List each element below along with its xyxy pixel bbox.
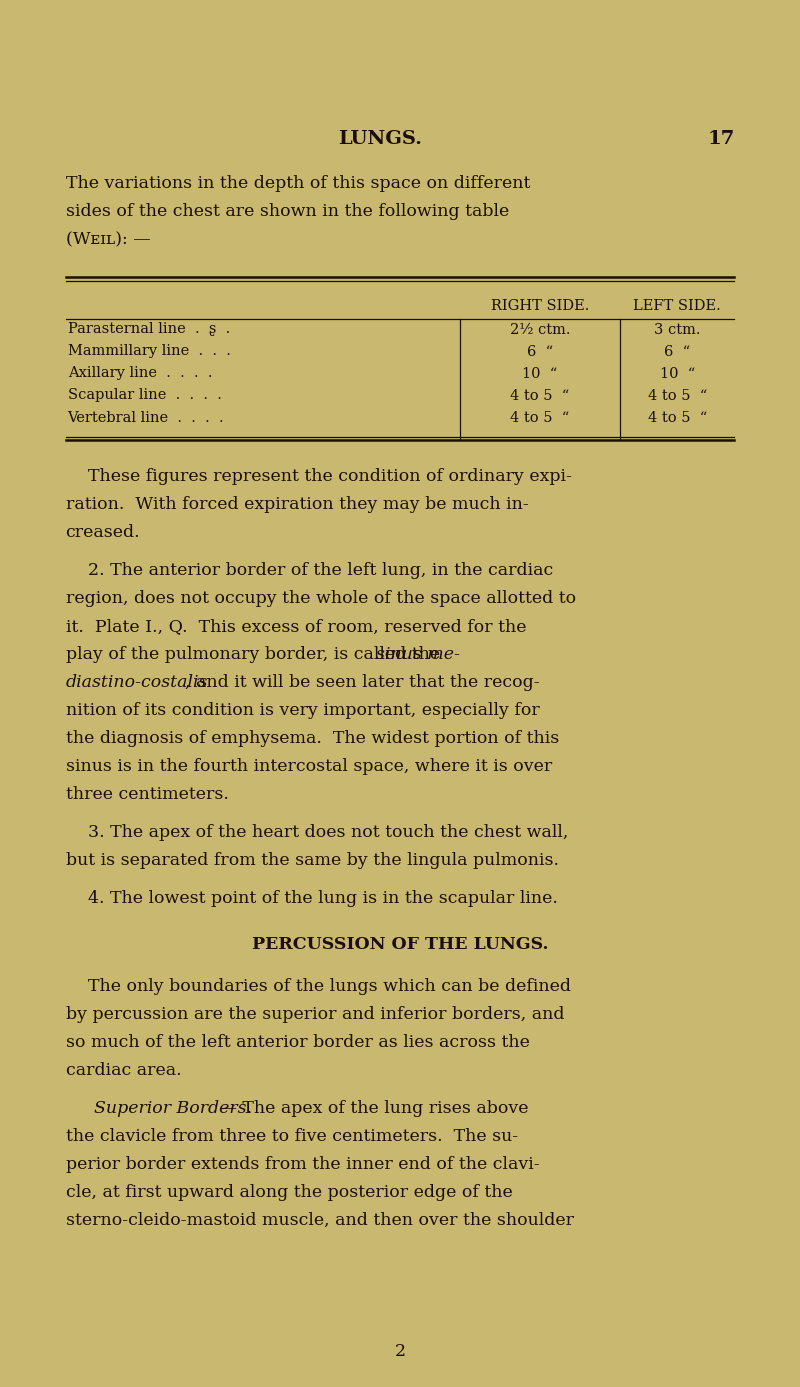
Text: ration.  With forced expiration they may be much in-: ration. With forced expiration they may … [66,497,528,513]
Text: 2: 2 [394,1343,406,1361]
Text: Mammillary line  .  .  .: Mammillary line . . . [67,344,230,358]
Text: it.  Plate I., Q.  This excess of room, reserved for the: it. Plate I., Q. This excess of room, re… [66,619,526,635]
Text: The variations in the depth of this space on different: The variations in the depth of this spac… [66,175,530,191]
Text: Axillary line  .  .  .  .: Axillary line . . . . [67,366,212,380]
Text: cle, at first upward along the posterior edge of the: cle, at first upward along the posterior… [66,1184,512,1201]
Text: 2. The anterior border of the left lung, in the cardiac: 2. The anterior border of the left lung,… [66,562,553,578]
Text: These figures represent the condition of ordinary expi-: These figures represent the condition of… [66,467,571,485]
Text: play of the pulmonary border, is called the: play of the pulmonary border, is called … [66,646,446,663]
Text: the clavicle from three to five centimeters.  The su-: the clavicle from three to five centimet… [66,1128,518,1146]
Text: 4. The lowest point of the lung is in the scapular line.: 4. The lowest point of the lung is in th… [66,890,558,907]
Text: LEFT SIDE.: LEFT SIDE. [634,298,721,312]
Text: sinus me-: sinus me- [376,646,460,663]
Text: sterno-cleido-mastoid muscle, and then over the shoulder: sterno-cleido-mastoid muscle, and then o… [66,1212,574,1229]
Text: 3 ctm.: 3 ctm. [654,323,701,337]
Text: 6  “: 6 “ [527,344,553,358]
Text: 10  “: 10 “ [522,366,558,380]
Text: nition of its condition is very important, especially for: nition of its condition is very importan… [66,702,539,718]
Text: 3. The apex of the heart does not touch the chest wall,: 3. The apex of the heart does not touch … [66,824,568,841]
Text: RIGHT SIDE.: RIGHT SIDE. [491,298,589,312]
Text: so much of the left anterior border as lies across the: so much of the left anterior border as l… [66,1033,530,1051]
Text: , and it will be seen later that the recog-: , and it will be seen later that the rec… [186,674,540,691]
Text: Vertebral line  .  .  .  .: Vertebral line . . . . [67,411,224,424]
Text: (Wᴇɪʟ): —: (Wᴇɪʟ): — [66,232,150,248]
Text: 4 to 5  “: 4 to 5 “ [510,411,570,424]
Text: creased.: creased. [66,524,140,541]
Text: sides of the chest are shown in the following table: sides of the chest are shown in the foll… [66,203,509,221]
Text: diastino-costalis: diastino-costalis [66,674,208,691]
Text: 4 to 5  “: 4 to 5 “ [647,388,707,402]
Text: The only boundaries of the lungs which can be defined: The only boundaries of the lungs which c… [66,978,570,994]
Text: cardiac area.: cardiac area. [66,1062,182,1079]
Text: 10  “: 10 “ [659,366,695,380]
Text: 2½ ctm.: 2½ ctm. [510,323,570,337]
Text: but is separated from the same by the lingula pulmonis.: but is separated from the same by the li… [66,852,558,870]
Text: PERCUSSION OF THE LUNGS.: PERCUSSION OF THE LUNGS. [252,936,548,953]
Text: 4 to 5  “: 4 to 5 “ [510,388,570,402]
Text: Parasternal line  .  ʂ  .: Parasternal line . ʂ . [67,323,230,337]
Text: region, does not occupy the whole of the space allotted to: region, does not occupy the whole of the… [66,589,576,608]
Text: sinus is in the fourth intercostal space, where it is over: sinus is in the fourth intercostal space… [66,759,552,775]
Text: 4 to 5  “: 4 to 5 “ [647,411,707,424]
Text: perior border extends from the inner end of the clavi-: perior border extends from the inner end… [66,1155,539,1173]
Text: Superior Borders.: Superior Borders. [94,1100,252,1117]
Text: 17: 17 [707,130,734,148]
Text: the diagnosis of emphysema.  The widest portion of this: the diagnosis of emphysema. The widest p… [66,730,559,748]
Text: 6  “: 6 “ [664,344,690,358]
Text: three centimeters.: three centimeters. [66,786,229,803]
Text: Scapular line  .  .  .  .: Scapular line . . . . [67,388,222,402]
Text: LUNGS.: LUNGS. [338,130,422,148]
Text: by percussion are the superior and inferior borders, and: by percussion are the superior and infer… [66,1006,564,1024]
Text: — The apex of the lung rises above: — The apex of the lung rises above [214,1100,528,1117]
